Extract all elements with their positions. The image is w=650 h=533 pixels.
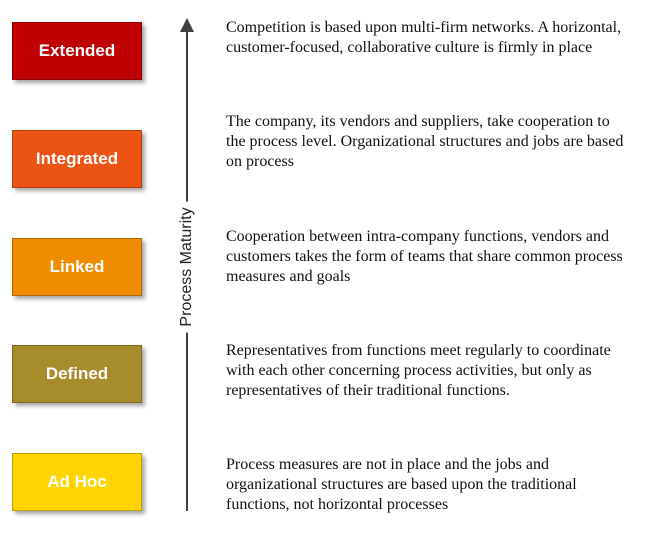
level-box-defined: Defined: [12, 345, 142, 403]
descriptions-column: Competition is based upon multi-firm net…: [212, 12, 638, 521]
level-box-extended: Extended: [12, 22, 142, 80]
level-box-linked: Linked: [12, 238, 142, 296]
level-desc-defined: Representatives from functions meet regu…: [226, 341, 630, 401]
levels-column: Extended Integrated Linked Defined Ad Ho…: [12, 12, 162, 521]
arrow-up-icon: [180, 18, 194, 32]
axis-label: Process Maturity: [176, 201, 198, 332]
level-box-integrated: Integrated: [12, 130, 142, 188]
maturity-diagram: Extended Integrated Linked Defined Ad Ho…: [12, 12, 638, 521]
level-desc-linked: Cooperation between intra-company functi…: [226, 227, 630, 287]
level-desc-integrated: The company, its vendors and suppliers, …: [226, 112, 630, 172]
axis: Process Maturity: [162, 12, 212, 521]
level-desc-adhoc: Process measures are not in place and th…: [226, 455, 630, 515]
level-box-adhoc: Ad Hoc: [12, 453, 142, 511]
level-desc-extended: Competition is based upon multi-firm net…: [226, 18, 630, 58]
